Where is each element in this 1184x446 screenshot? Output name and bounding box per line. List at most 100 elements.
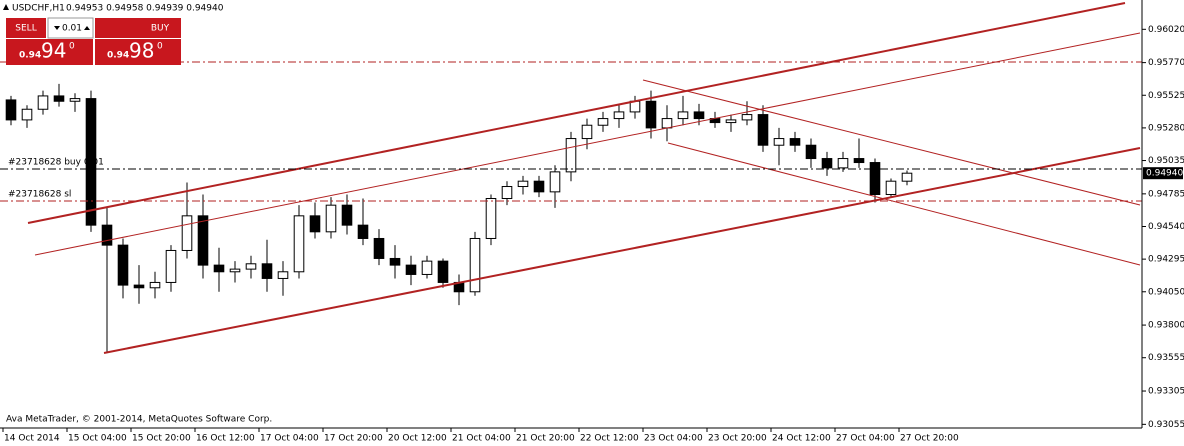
x-tick-label: 17 Oct 20:00 <box>324 434 383 444</box>
candle-body <box>117 244 129 286</box>
channel-upper <box>27 2 1126 224</box>
candle-body <box>421 260 433 275</box>
candle-body <box>213 264 225 273</box>
candle-body <box>357 224 369 239</box>
candle-body <box>261 263 273 279</box>
candle-body <box>677 111 689 120</box>
candle-body <box>245 263 257 270</box>
candle-body <box>325 204 337 233</box>
y-tick-label: 0.94050 <box>1148 287 1184 297</box>
candle-body <box>405 264 417 275</box>
y-tick-label: 0.94785 <box>1148 189 1184 199</box>
candle-body <box>613 111 625 120</box>
candle-body <box>181 215 193 251</box>
candle-body <box>437 260 449 283</box>
volume: 0.01 <box>62 24 82 34</box>
candle-body <box>741 114 753 121</box>
x-tick-label: 14 Oct 2014 <box>4 434 60 444</box>
bid-point: 0 <box>69 42 75 52</box>
candle-body <box>789 138 801 146</box>
collapse-icon[interactable] <box>3 4 9 10</box>
down-channel-lower <box>667 142 1141 266</box>
candle-body <box>277 271 289 279</box>
candle-body <box>133 284 145 289</box>
x-tick-label: 20 Oct 12:00 <box>388 434 447 444</box>
current-price-label: 0.94940 <box>1146 169 1183 179</box>
volume-up[interactable] <box>84 26 90 30</box>
x-tick-label: 23 Oct 04:00 <box>644 434 703 444</box>
candle-body <box>837 158 849 169</box>
candle-body <box>389 257 401 266</box>
y-tick-label: 0.93800 <box>1148 321 1184 331</box>
candle-body <box>501 186 513 200</box>
candle-body <box>853 158 865 164</box>
ask-box[interactable] <box>95 39 181 65</box>
candle-body <box>821 158 833 169</box>
candle-body <box>37 95 49 110</box>
y-tick-label: 0.95525 <box>1148 91 1184 101</box>
x-tick-label: 27 Oct 04:00 <box>836 434 895 444</box>
candle-body <box>69 98 81 102</box>
candle-body <box>901 172 913 182</box>
candle-body <box>469 237 481 293</box>
current-price-box <box>1143 167 1183 180</box>
plot-area <box>5 83 913 354</box>
candle-body <box>85 98 97 226</box>
volume-down[interactable] <box>54 26 60 30</box>
candle-body <box>693 111 705 120</box>
x-tick-label: 27 Oct 20:00 <box>900 434 959 444</box>
bid-box[interactable] <box>6 39 93 65</box>
candle-body <box>165 249 177 283</box>
candle-body <box>597 118 609 126</box>
candle-body <box>565 138 577 173</box>
channel-lower <box>103 147 1141 354</box>
candle-body <box>549 171 561 193</box>
x-tick-label: 21 Oct 04:00 <box>452 434 511 444</box>
volume-box[interactable] <box>47 17 94 39</box>
candle-body <box>581 124 593 140</box>
candle-body <box>869 162 881 196</box>
order-sl-label: #23718628 sl <box>8 190 71 200</box>
order-buy-label: #23718628 buy 0.01 <box>8 158 104 168</box>
candle-body <box>149 281 161 289</box>
candle-body <box>21 108 33 121</box>
x-tick-label: 21 Oct 20:00 <box>516 434 575 444</box>
candle-body <box>773 138 785 146</box>
candle-body <box>341 204 353 226</box>
channel-mid <box>34 32 1141 256</box>
candle-body <box>725 119 737 124</box>
y-tick-label: 0.95035 <box>1148 156 1184 166</box>
candle-body <box>293 215 305 273</box>
candle-body <box>197 215 209 266</box>
x-tick-label: 15 Oct 04:00 <box>68 434 127 444</box>
candle-body <box>885 180 897 196</box>
y-tick-label: 0.95280 <box>1148 123 1184 133</box>
y-tick-label: 0.94295 <box>1148 255 1184 265</box>
candle-body <box>53 95 65 102</box>
candle-body <box>757 114 769 146</box>
ask-digits: 98 <box>129 39 154 63</box>
buy-button[interactable] <box>95 18 181 38</box>
candle-body <box>5 99 17 121</box>
buy-label: BUY <box>151 24 170 34</box>
down-channel-upper <box>642 79 1141 206</box>
candle-body <box>373 237 385 259</box>
candle-body <box>101 224 113 246</box>
candle-body <box>517 180 529 188</box>
candle-body <box>805 144 817 160</box>
x-tick-label: 23 Oct 20:00 <box>708 434 767 444</box>
y-tick-label: 0.93305 <box>1148 387 1184 397</box>
x-tick-label: 24 Oct 12:00 <box>772 434 831 444</box>
sell-label: SELL <box>15 24 36 34</box>
y-tick-label: 0.95770 <box>1148 58 1184 68</box>
trade-panel: SELL 0.01 BUY 0.94 94 0 0.94 98 0 <box>6 17 181 65</box>
x-tick-label: 22 Oct 12:00 <box>580 434 639 444</box>
y-tick-label: 0.94540 <box>1148 222 1184 232</box>
candle-body <box>309 215 321 233</box>
sell-button[interactable] <box>6 18 46 38</box>
bid-digits: 94 <box>41 39 66 63</box>
quote: 0.94953 0.94958 0.94939 0.94940 <box>66 4 224 14</box>
bid-big: 0.94 <box>19 51 41 61</box>
